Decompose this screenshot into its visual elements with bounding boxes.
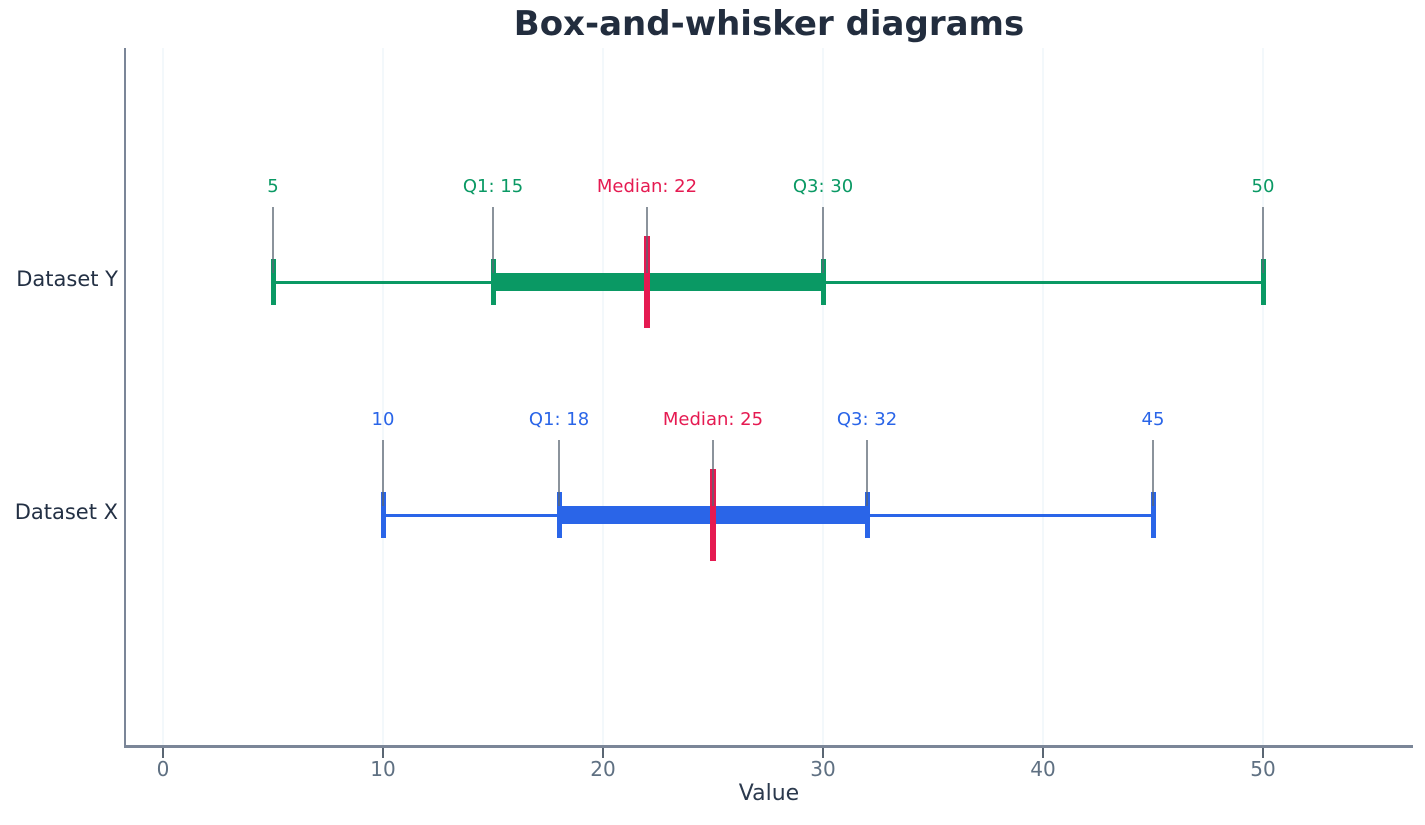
x-tick-label: 10 bbox=[370, 757, 396, 781]
whisker-cap bbox=[1150, 492, 1156, 538]
x-tick bbox=[602, 747, 604, 758]
x-tick bbox=[1262, 747, 1264, 758]
whisker-cap bbox=[556, 492, 562, 538]
annotation-label: Q3: 30 bbox=[792, 176, 854, 197]
grid-line bbox=[602, 48, 604, 745]
x-tick-label: 40 bbox=[1030, 757, 1056, 781]
whisker-cap bbox=[864, 492, 870, 538]
annotation-line bbox=[646, 207, 648, 273]
whisker-cap bbox=[380, 492, 386, 538]
whisker-cap bbox=[270, 259, 276, 305]
y-axis-category-label: Dataset Y bbox=[16, 267, 118, 291]
median-line bbox=[644, 236, 650, 328]
annotation-line bbox=[492, 207, 494, 273]
annotation-label: Q1: 18 bbox=[528, 409, 590, 430]
annotation-label: Q1: 15 bbox=[462, 176, 524, 197]
annotation-line bbox=[382, 440, 384, 506]
x-tick bbox=[822, 747, 824, 758]
x-tick-label: 0 bbox=[156, 757, 170, 781]
median-line bbox=[710, 469, 716, 561]
x-tick bbox=[382, 747, 384, 758]
whisker-cap bbox=[490, 259, 496, 305]
annotation-line bbox=[272, 207, 274, 273]
box bbox=[493, 273, 823, 291]
x-tick-label: 20 bbox=[590, 757, 616, 781]
grid-line bbox=[822, 48, 824, 745]
x-tick bbox=[162, 747, 164, 758]
x-tick-label: 30 bbox=[810, 757, 836, 781]
grid-line bbox=[1042, 48, 1044, 745]
y-axis-spine bbox=[123, 48, 126, 748]
annotation-label: Median: 22 bbox=[596, 176, 698, 197]
annotation-label: 45 bbox=[1141, 409, 1165, 430]
annotation-line bbox=[1262, 207, 1264, 273]
x-axis-label: Value bbox=[738, 781, 800, 806]
annotation-label: 50 bbox=[1251, 176, 1275, 197]
annotation-line bbox=[712, 440, 714, 506]
x-tick bbox=[1042, 747, 1044, 758]
whisker-cap bbox=[820, 259, 826, 305]
whisker-cap bbox=[1260, 259, 1266, 305]
annotation-label: 10 bbox=[371, 409, 395, 430]
annotation-label: Median: 25 bbox=[662, 409, 764, 430]
grid-line bbox=[162, 48, 164, 745]
annotation-label: 5 bbox=[267, 176, 279, 197]
chart-title: Box-and-whisker diagrams bbox=[513, 4, 1025, 44]
annotation-line bbox=[1152, 440, 1154, 506]
grid-line bbox=[382, 48, 384, 745]
x-axis-spine bbox=[123, 745, 1413, 748]
annotation-line bbox=[822, 207, 824, 273]
annotation-label: Q3: 32 bbox=[836, 409, 898, 430]
annotation-line bbox=[558, 440, 560, 506]
grid-line bbox=[1262, 48, 1264, 745]
annotation-line bbox=[866, 440, 868, 506]
x-tick-label: 50 bbox=[1250, 757, 1276, 781]
y-axis-category-label: Dataset X bbox=[14, 500, 118, 524]
